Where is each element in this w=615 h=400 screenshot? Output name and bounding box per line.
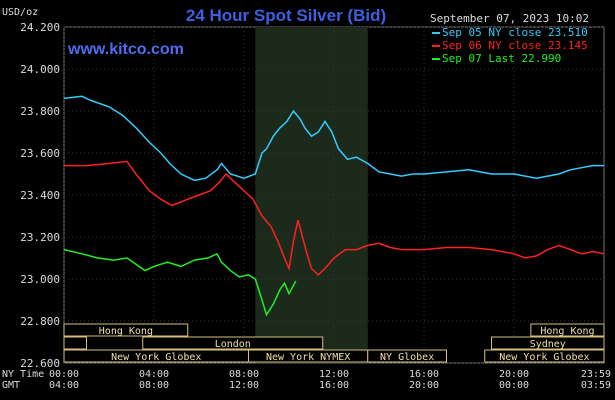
x-tick-label: 00:00: [49, 369, 79, 380]
session-label: Hong Kong: [540, 326, 594, 337]
session-label: London: [215, 339, 251, 350]
y-tick-label: 23.400: [20, 189, 60, 202]
session-bar: [367, 349, 447, 363]
y-tick-label: 22.800: [20, 315, 60, 328]
y-tick-label: 23.200: [20, 231, 60, 244]
session-bars: Hong Kong Hong Kong London Sydney New York G…: [63, 323, 605, 363]
x-tick-label: 04:00: [139, 369, 169, 380]
y-tick-labels: 24.200 24.000 23.800 23.600 23.400 23.200 23.0…: [20, 21, 60, 370]
series-line: [63, 248, 297, 317]
x-tick-label: 23:59: [581, 369, 611, 380]
session-label: New York NYMEX: [266, 352, 350, 363]
x-tick-labels: NY Time 00:00 04:00 08:00 12:00 16:00 20:00 23:…: [2, 369, 611, 391]
x-tick-label: 16:00: [319, 380, 349, 391]
x-tick-label: 08:00: [139, 380, 169, 391]
y-tick-label: 23.000: [20, 273, 60, 286]
session-label: Sydney: [530, 339, 566, 350]
x-tick-label: 20:00: [409, 380, 439, 391]
x-tick-label: 08:00: [229, 369, 259, 380]
session-label: New York Globex: [111, 352, 201, 363]
series-lines: [63, 95, 605, 317]
x-row-label: NY Time: [2, 369, 44, 380]
session-label: NY Globex: [380, 352, 434, 363]
x-tick-label: 20:00: [499, 369, 529, 380]
y-tick-label: 22.600: [20, 357, 60, 370]
y-tick-label: 24.000: [20, 63, 60, 76]
x-tick-label: 12:00: [319, 369, 349, 380]
session-bar: [63, 323, 189, 337]
x-tick-label: 00:00: [499, 380, 529, 391]
session-bar: [484, 349, 605, 363]
x-tick-label: 12:00: [229, 380, 259, 391]
legend-entry: Sep 05 NY close 23.510: [442, 26, 588, 39]
session-bar: [142, 336, 324, 350]
timestamp: September 07, 2023 10:02: [430, 12, 589, 25]
y-tick-label: 23.600: [20, 147, 60, 160]
x-tick-label: 16:00: [409, 369, 439, 380]
x-tick-label: 04:00: [49, 380, 79, 391]
y-tick-label: 24.200: [20, 21, 60, 34]
series-line: [63, 95, 604, 182]
watermark: www.kitco.com: [67, 41, 184, 58]
session-bar: [530, 323, 605, 337]
legend-entry: Sep 07 Last 22.990: [442, 52, 561, 65]
session-label: Hong Kong: [99, 326, 153, 337]
grid: [63, 26, 605, 364]
x-tick-label: 03:59: [581, 380, 611, 391]
unit-label: USD/oz: [2, 7, 38, 18]
session-label: New York Globex: [499, 352, 589, 363]
series-line: [64, 160, 605, 276]
chart-title: 24 Hour Spot Silver (Bid): [186, 6, 386, 25]
session-bar: [63, 336, 87, 350]
y-tick-label: 23.800: [20, 105, 60, 118]
x-row-label: GMT: [2, 380, 20, 391]
legend-entry: Sep 06 NY close 23.145: [442, 39, 588, 52]
session-bar: [491, 336, 605, 350]
